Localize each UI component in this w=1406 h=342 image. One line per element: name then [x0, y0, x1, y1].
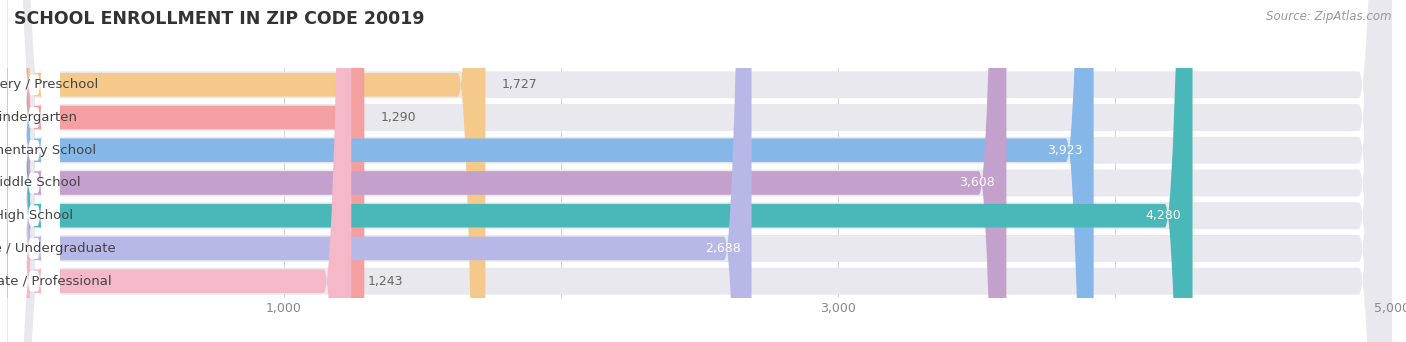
Text: 2,688: 2,688	[704, 242, 741, 255]
FancyBboxPatch shape	[7, 0, 351, 342]
Text: 1,243: 1,243	[368, 275, 404, 288]
Text: 4,280: 4,280	[1146, 209, 1181, 222]
FancyBboxPatch shape	[7, 0, 1094, 342]
FancyBboxPatch shape	[7, 0, 1192, 342]
FancyBboxPatch shape	[7, 0, 364, 342]
FancyBboxPatch shape	[7, 0, 1392, 342]
FancyBboxPatch shape	[7, 0, 1392, 342]
Text: 3,608: 3,608	[959, 176, 995, 189]
FancyBboxPatch shape	[7, 0, 1007, 342]
Text: 1,290: 1,290	[381, 111, 416, 124]
Text: High School: High School	[0, 209, 73, 222]
Text: SCHOOL ENROLLMENT IN ZIP CODE 20019: SCHOOL ENROLLMENT IN ZIP CODE 20019	[14, 10, 425, 28]
Text: 1,727: 1,727	[502, 78, 537, 91]
FancyBboxPatch shape	[8, 0, 59, 342]
Text: Kindergarten: Kindergarten	[0, 111, 77, 124]
FancyBboxPatch shape	[8, 0, 59, 342]
FancyBboxPatch shape	[7, 0, 485, 342]
FancyBboxPatch shape	[7, 0, 1392, 342]
FancyBboxPatch shape	[7, 0, 1392, 342]
Text: Middle School: Middle School	[0, 176, 80, 189]
Text: Nursery / Preschool: Nursery / Preschool	[0, 78, 98, 91]
Text: 3,923: 3,923	[1047, 144, 1083, 157]
FancyBboxPatch shape	[8, 0, 59, 342]
FancyBboxPatch shape	[7, 0, 1392, 342]
FancyBboxPatch shape	[8, 0, 59, 342]
Text: College / Undergraduate: College / Undergraduate	[0, 242, 115, 255]
FancyBboxPatch shape	[8, 0, 59, 342]
Text: Elementary School: Elementary School	[0, 144, 97, 157]
FancyBboxPatch shape	[7, 0, 752, 342]
FancyBboxPatch shape	[7, 0, 1392, 342]
FancyBboxPatch shape	[8, 0, 59, 342]
Text: Source: ZipAtlas.com: Source: ZipAtlas.com	[1267, 10, 1392, 23]
FancyBboxPatch shape	[8, 0, 59, 342]
FancyBboxPatch shape	[7, 0, 1392, 342]
Text: Graduate / Professional: Graduate / Professional	[0, 275, 112, 288]
